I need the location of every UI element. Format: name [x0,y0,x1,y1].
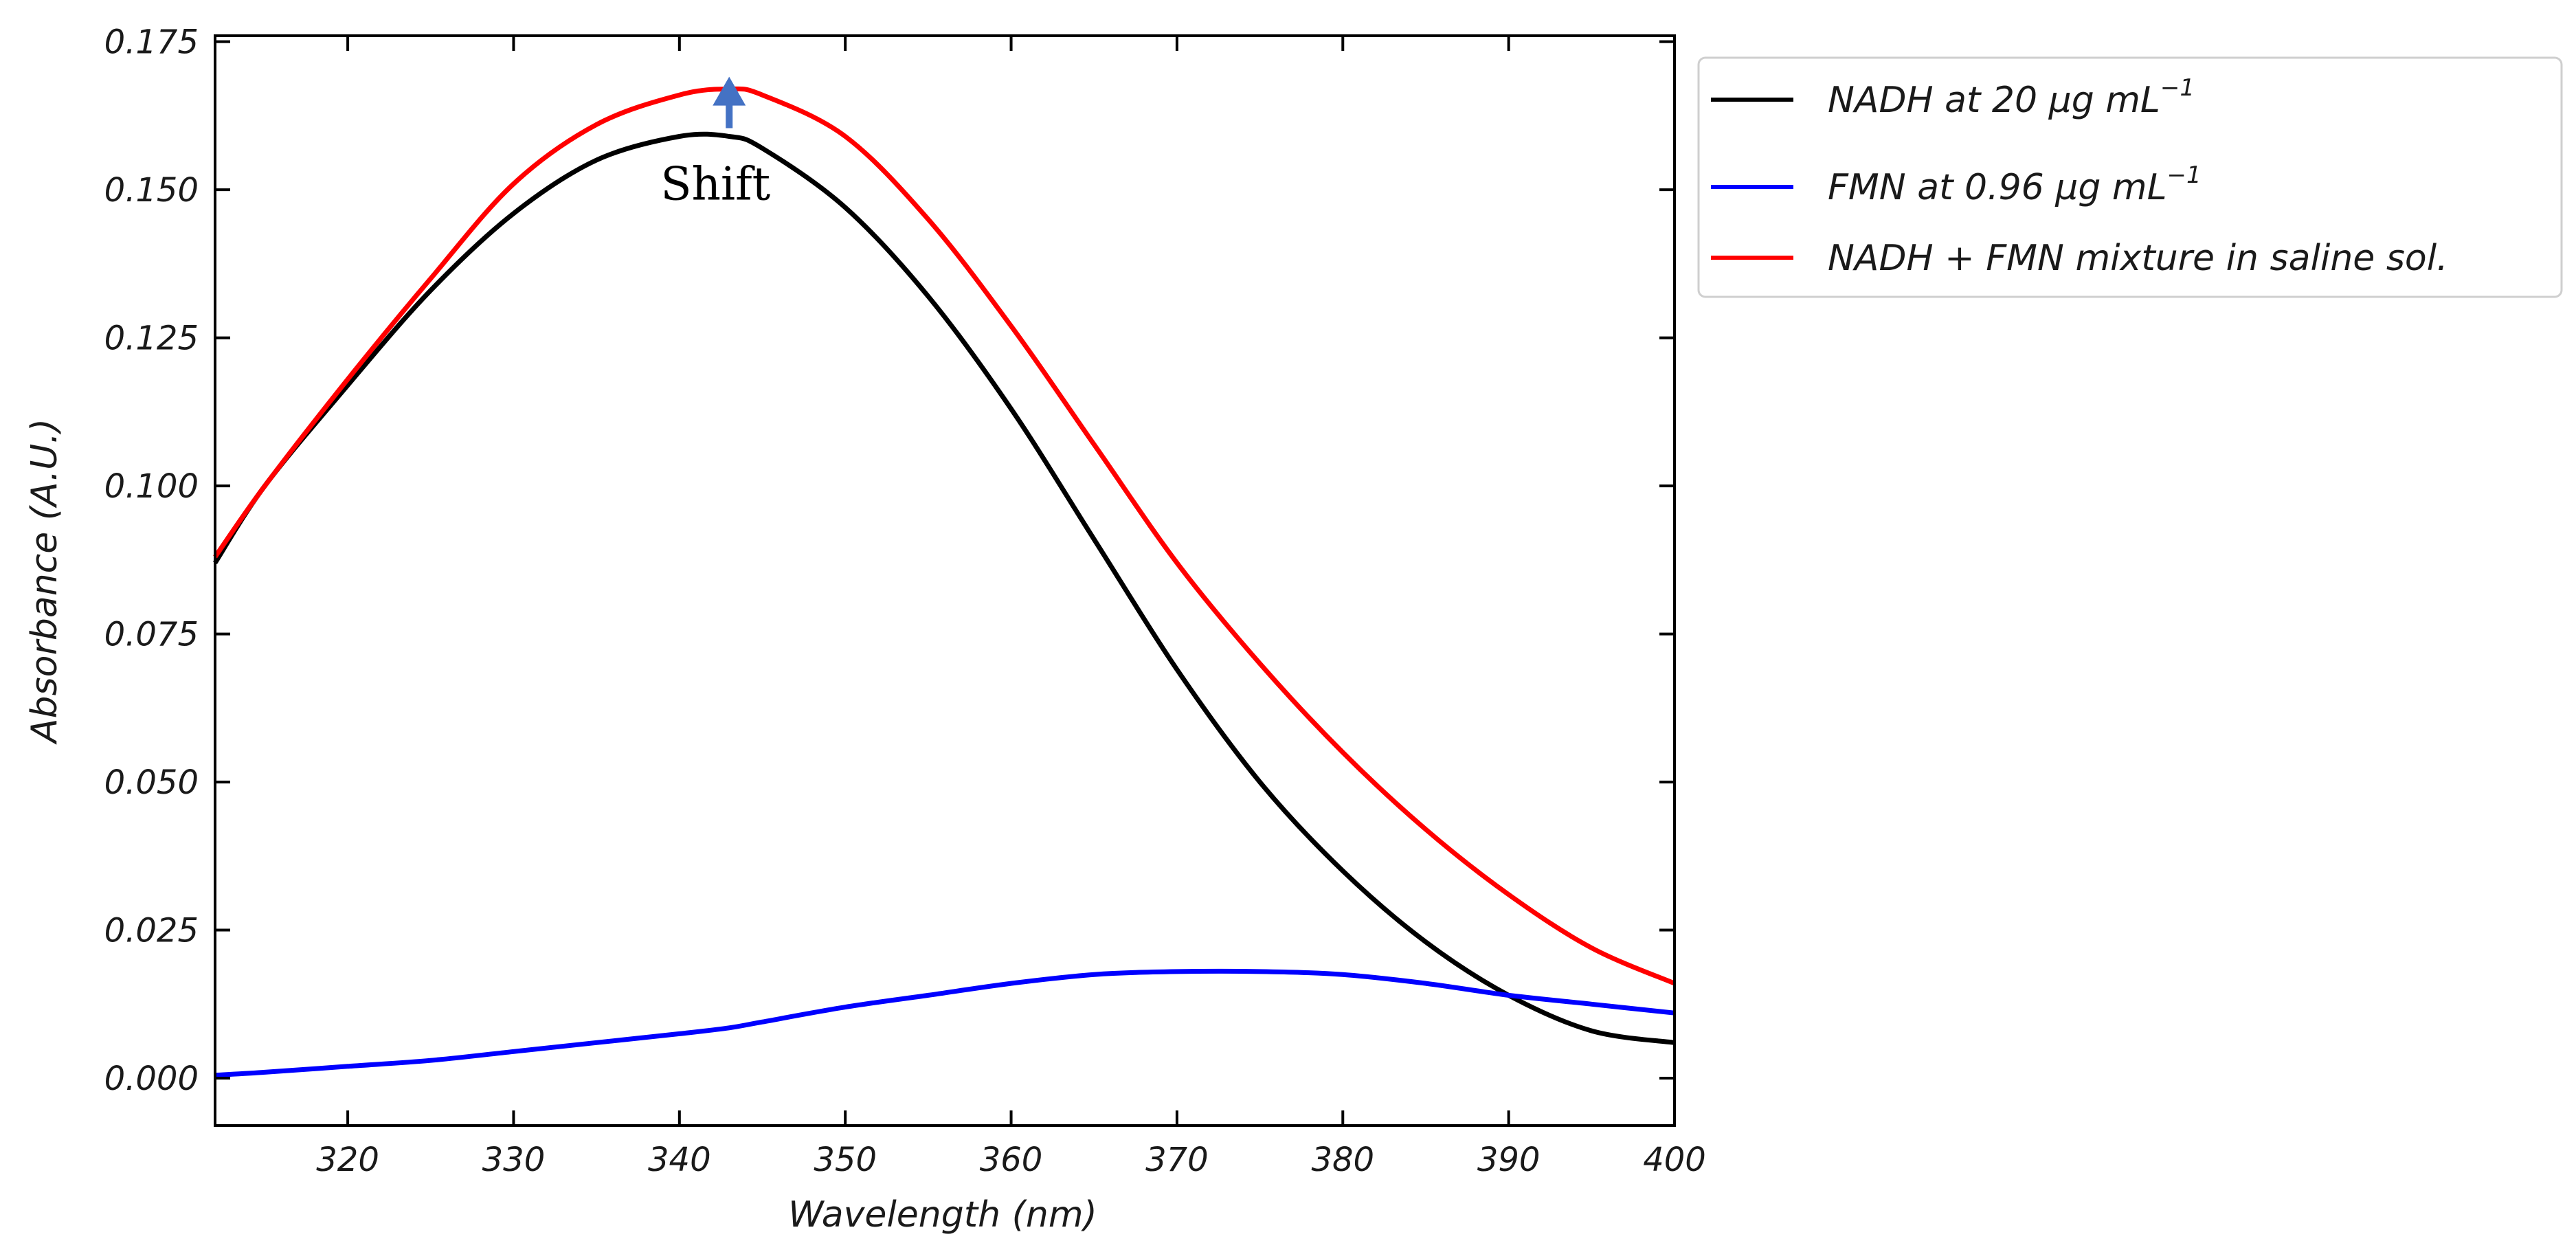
y-tick-label-0.050: 0.050 [104,763,199,802]
legend-label-mixture: NADH + FMN mixture in saline sol. [1828,238,2448,279]
y-tick-label-0.125: 0.125 [104,320,199,358]
y-tick-label-0.000: 0.000 [104,1060,199,1098]
y-axis-label: Absorbance (A.U.) [24,418,65,745]
x-tick-labels: 320 330 340 350 360 370 380 390 400 [316,1141,1706,1179]
shift-annotation-label: Shift [660,158,770,211]
x-tick-label-400: 400 [1643,1141,1706,1179]
y-tick-label-0.150: 0.150 [104,171,199,210]
legend-label-nadh-superscript: −1 [2160,74,2195,102]
legend-label-fmn-text: FMN at 0.96 μg mL [1828,167,2167,208]
series-layer [213,86,1676,1078]
y-tick-labels: 0.000 0.025 0.050 0.075 0.100 0.125 0.150 0.175 [104,23,199,1098]
x-tick-label-330: 330 [482,1141,546,1179]
ticks-layer [215,36,1676,1126]
legend-label-nadh: NADH at 20 μg mL−1 [1828,74,2195,121]
y-tick-label-0.025: 0.025 [104,912,199,950]
y-tick-label-0.175: 0.175 [104,23,199,62]
plot-frame [214,34,1676,1127]
x-tick-label-350: 350 [814,1141,877,1179]
x-tick-label-370: 370 [1145,1141,1209,1179]
annotation-layer: Shift [660,76,770,211]
series-line-nadh [213,131,1675,1045]
legend: NADH at 20 μg mL−1 FMN at 0.96 μg mL−1 N… [1697,56,2563,298]
legend-label-nadh-text: NADH at 20 μg mL [1828,80,2160,121]
series-line-fmn [214,968,1675,1078]
legend-label-fmn: FMN at 0.96 μg mL−1 [1828,161,2202,208]
shift-arrow-head [713,76,746,106]
y-tick-label-0.100: 0.100 [104,467,199,506]
x-tick-label-340: 340 [648,1141,711,1179]
y-tick-label-0.075: 0.075 [104,616,199,654]
x-tick-label-320: 320 [316,1141,379,1179]
x-tick-label-360: 360 [980,1141,1043,1179]
series-line-mixture [213,86,1676,986]
legend-label-fmn-superscript: −1 [2167,161,2202,189]
legend-box [1697,56,2563,298]
x-tick-label-380: 380 [1311,1141,1374,1179]
x-axis-label: Wavelength (nm) [788,1194,1097,1236]
x-tick-label-390: 390 [1477,1141,1541,1179]
